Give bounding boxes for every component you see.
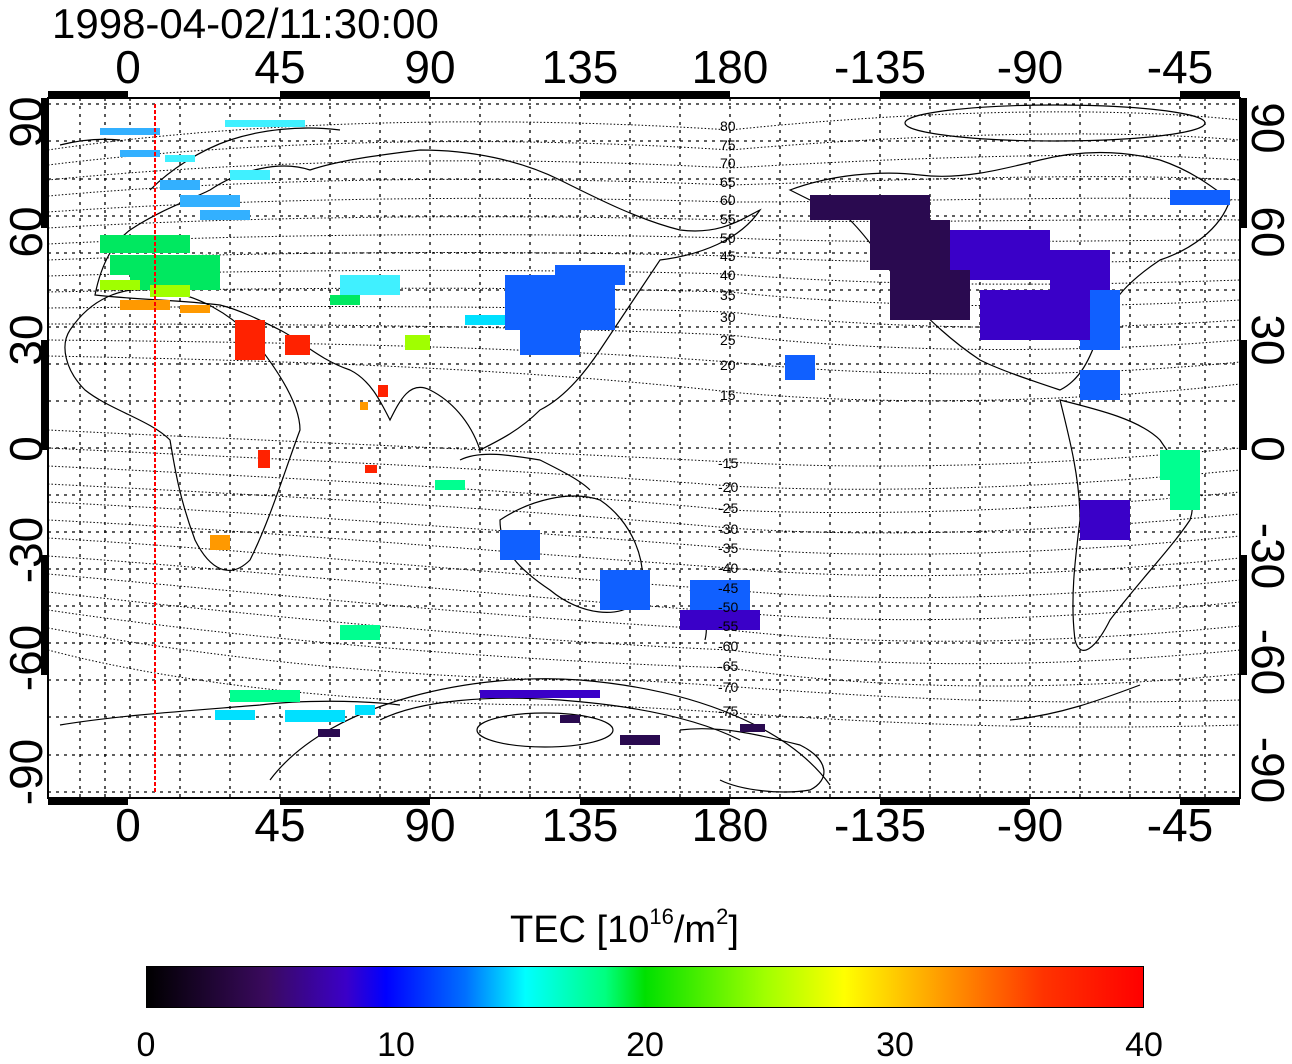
top-lon-label: 135 bbox=[541, 41, 619, 93]
contour-label: 75 bbox=[720, 137, 736, 153]
colorbar bbox=[146, 966, 1144, 1008]
contour-label: -35 bbox=[718, 540, 738, 556]
bottom-lon-label: 90 bbox=[404, 799, 456, 851]
contour-label: -45 bbox=[718, 580, 738, 596]
contour-label: -15 bbox=[718, 455, 738, 471]
colorbar-tick: 0 bbox=[136, 1026, 156, 1064]
contour-label: 70 bbox=[720, 155, 736, 171]
bottom-lon-label: 180 bbox=[691, 799, 769, 851]
contour-label: -55 bbox=[718, 618, 738, 634]
bottom-lon-label: -45 bbox=[1146, 799, 1214, 851]
top-lon-label: 90 bbox=[404, 41, 456, 93]
bottom-lon-label: -90 bbox=[996, 799, 1064, 851]
colorbar-title-exponent-1: 16 bbox=[649, 904, 674, 929]
colorbar-tick: 40 bbox=[1125, 1026, 1163, 1064]
tec-observations bbox=[100, 120, 1230, 745]
top-lon-label: 45 bbox=[254, 41, 306, 93]
top-lon-label: 180 bbox=[691, 41, 769, 93]
colorbar-title-suffix: ] bbox=[728, 909, 739, 951]
top-lon-label: -135 bbox=[833, 41, 927, 93]
contour-labels: 80 75 70 65 60 55 50 45 40 35 30 25 20 1… bbox=[718, 118, 738, 719]
contour-label: -75 bbox=[718, 703, 738, 719]
colorbar-title-exponent-2: 2 bbox=[716, 904, 729, 929]
contour-label: 30 bbox=[720, 309, 736, 325]
contour-label: -20 bbox=[718, 479, 738, 495]
contour-label: 15 bbox=[720, 387, 736, 403]
contour-label: 60 bbox=[720, 192, 736, 208]
contour-label: -65 bbox=[718, 658, 738, 674]
bottom-lon-label: 135 bbox=[541, 799, 619, 851]
top-lon-label: -90 bbox=[996, 41, 1064, 93]
contour-label: -70 bbox=[718, 679, 738, 695]
frame-ticks bbox=[41, 91, 1247, 805]
contour-label: -40 bbox=[718, 560, 738, 576]
contour-label: -50 bbox=[718, 599, 738, 615]
coastlines bbox=[59, 127, 1231, 793]
contour-label: -25 bbox=[718, 500, 738, 516]
contour-label: 45 bbox=[720, 248, 736, 264]
colorbar-title-mid: /m bbox=[673, 909, 717, 951]
colorbar-tick: 30 bbox=[876, 1026, 914, 1064]
colorbar-title-prefix: TEC [10 bbox=[510, 909, 650, 951]
colorbar-title: TEC [1016/m2] bbox=[510, 906, 739, 952]
contour-label: -60 bbox=[718, 638, 738, 654]
contour-label: 80 bbox=[720, 118, 736, 134]
contour-label: 25 bbox=[720, 332, 736, 348]
timestamp-title: 1998-04-02/11:30:00 bbox=[52, 0, 439, 47]
contour-label: 50 bbox=[720, 230, 736, 246]
top-lon-label: 0 bbox=[115, 41, 141, 93]
contour-label: 40 bbox=[720, 267, 736, 283]
contour-label: 65 bbox=[720, 174, 736, 190]
bottom-lon-label: -135 bbox=[833, 799, 927, 851]
contour-label: 35 bbox=[720, 287, 736, 303]
colorbar-tick: 20 bbox=[626, 1026, 664, 1064]
contour-label: 20 bbox=[720, 357, 736, 373]
top-lon-label: -45 bbox=[1146, 41, 1214, 93]
bottom-lon-label: 45 bbox=[254, 799, 306, 851]
contour-label: -30 bbox=[718, 521, 738, 537]
bottom-lon-label: 0 bbox=[115, 799, 141, 851]
colorbar-tick: 10 bbox=[377, 1026, 415, 1064]
contour-label: 55 bbox=[720, 211, 736, 227]
